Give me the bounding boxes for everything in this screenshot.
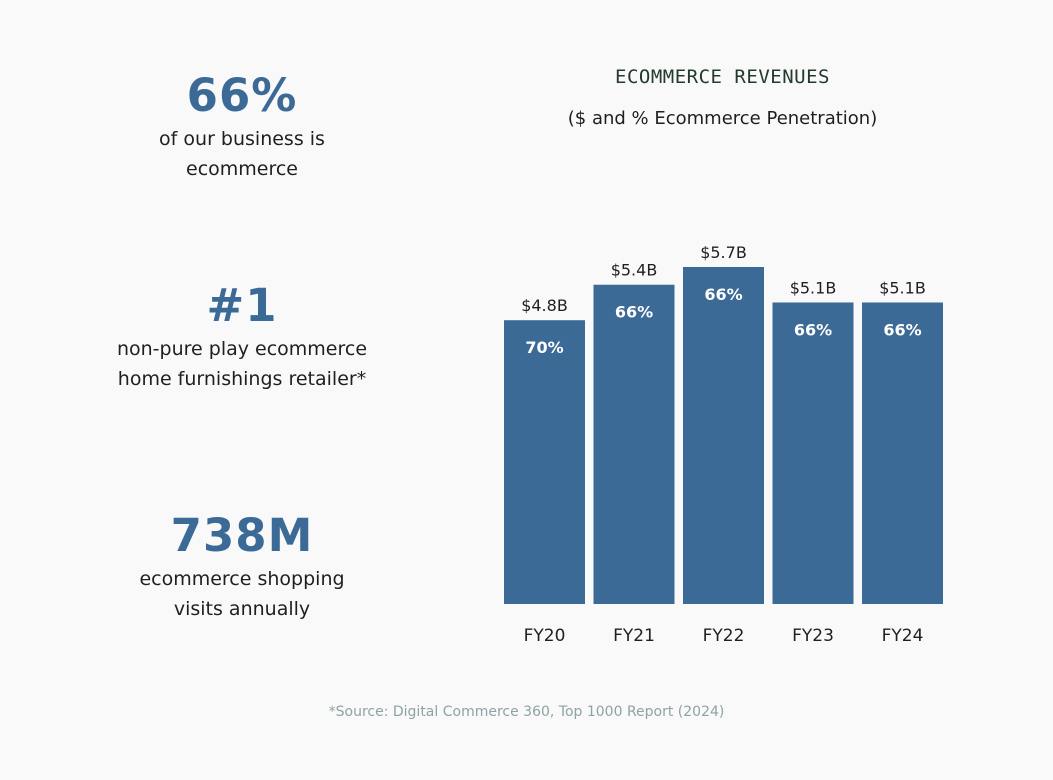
stat-description: non-pure play ecommerce home furnishings… [92, 334, 392, 394]
x-tick-label: FY22 [703, 626, 745, 646]
bar-value-label: $5.1B [879, 278, 926, 297]
stat-description-line: ecommerce [186, 158, 298, 180]
stat-description-line: ecommerce shopping [139, 568, 345, 590]
stat-visits: 738M ecommerce shopping visits annually [92, 510, 392, 624]
bar-value-label: $4.8B [521, 296, 568, 315]
bar-penetration-label: 66% [704, 285, 742, 304]
bar-penetration-label: 66% [615, 303, 653, 322]
bar-fy23 [772, 302, 854, 604]
bar-value-label: $5.1B [790, 278, 837, 297]
source-footnote: *Source: Digital Commerce 360, Top 1000 … [328, 704, 725, 720]
x-tick-label: FY20 [524, 626, 566, 646]
x-tick-label: FY23 [792, 626, 834, 646]
bar-fy22 [683, 267, 764, 604]
stat-value: 66% [186, 69, 298, 122]
chart-title: ECOMMERCE REVENUES [615, 66, 830, 88]
stat-description-line: of our business is [159, 128, 325, 150]
stat-description: of our business is ecommerce [92, 124, 392, 184]
bar-fy21 [593, 284, 675, 604]
stat-rank: #1 non-pure play ecommerce home furnishi… [92, 280, 392, 394]
bar-fy20 [504, 320, 585, 604]
bar-penetration-label: 66% [883, 320, 921, 339]
stat-value: #1 [206, 279, 278, 332]
x-tick-label: FY24 [882, 626, 924, 646]
stat-description: ecommerce shopping visits annually [92, 564, 392, 624]
stat-description-line: home furnishings retailer* [117, 368, 367, 390]
stat-ecommerce-share: 66% of our business is ecommerce [92, 70, 392, 184]
chart-subtitle: ($ and % Ecommerce Penetration) [567, 108, 878, 129]
stat-description-line: non-pure play ecommerce [116, 338, 368, 360]
x-tick-label: FY21 [613, 626, 655, 646]
bar-penetration-label: 70% [525, 338, 563, 357]
bar-penetration-label: 66% [794, 320, 832, 339]
stat-description-line: visits annually [173, 598, 311, 620]
bar-value-label: $5.4B [611, 261, 658, 280]
bar-fy24 [862, 302, 943, 604]
stat-value: 738M [170, 509, 314, 562]
bar-value-label: $5.7B [700, 243, 747, 262]
